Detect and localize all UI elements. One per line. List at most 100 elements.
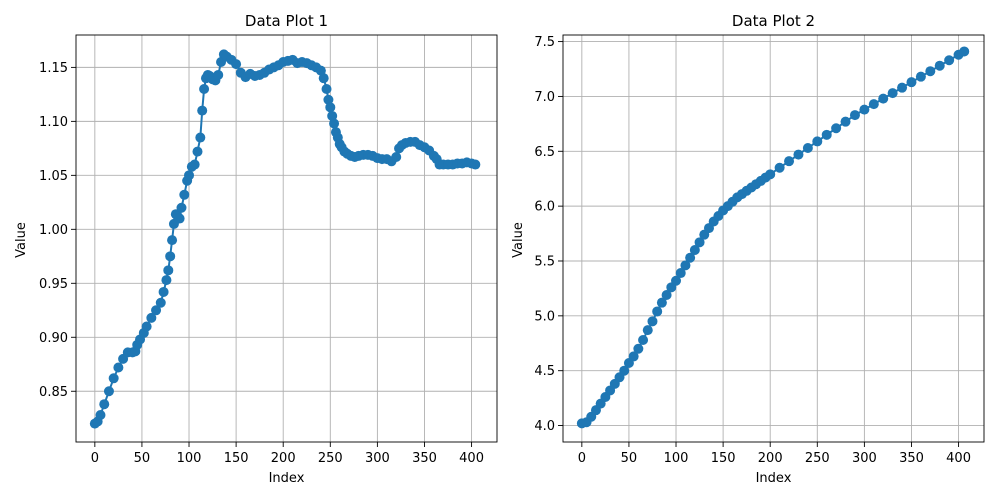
plot-2-data-point <box>793 149 804 160</box>
plot-2-data-point <box>887 88 898 99</box>
plot-1-x-tick-label: 300 <box>365 451 390 466</box>
plot-1-data-point <box>151 305 162 316</box>
plot-1-data-point <box>197 105 208 116</box>
plot-1-data-point <box>95 410 106 421</box>
plot-1-y-tick-label: 0.95 <box>39 277 68 292</box>
plot-1-data-point <box>158 286 169 297</box>
plot-1-series-line <box>94 52 476 425</box>
plot-1-x-tick-label: 200 <box>271 451 296 466</box>
plot-2-data-point <box>878 93 889 104</box>
plot-1-data-point <box>108 373 119 384</box>
plot-1-data-point <box>141 321 152 332</box>
plot-2-data-point <box>680 260 691 271</box>
plot-1-xlabel: Index <box>269 471 305 486</box>
plot-2-data-point <box>849 110 860 121</box>
plot-1-data-point <box>184 170 195 181</box>
plot-2-data-point <box>647 316 658 327</box>
plot-2-data-point <box>915 71 926 82</box>
plot-1-y-tick-label: 1.10 <box>39 115 68 130</box>
plot-2-data-point <box>925 66 936 77</box>
plot-2-grid <box>563 35 984 442</box>
plot-1-data-point <box>161 275 172 286</box>
plot-1-data-point <box>391 151 402 162</box>
plot-2-data-point <box>694 237 705 248</box>
plot-2-y-tick-label: 6.0 <box>534 200 555 215</box>
plot-1-data-point <box>103 386 114 397</box>
plot-2-data-point <box>671 275 682 286</box>
plot-1-data-point <box>315 65 326 76</box>
plot-1-data-point <box>179 189 190 200</box>
plot-2-data-point <box>784 156 795 167</box>
plot-1-frame <box>75 34 498 443</box>
plot-2-data-point <box>802 142 813 153</box>
plot-2-x-tick-label: 50 <box>621 451 638 466</box>
plot-2-data-point <box>628 351 639 362</box>
plot-2-data-point <box>934 60 945 71</box>
plot-1-data-point <box>189 159 200 170</box>
plot-2-data-point <box>656 297 667 308</box>
plot-2-data-point <box>675 268 686 279</box>
plot-1-data-point <box>213 69 224 80</box>
plot-2-y-tick-label: 6.5 <box>534 145 555 160</box>
plot-2-data-point <box>859 104 870 115</box>
plot-2-y-tick-label: 5.0 <box>534 309 555 324</box>
plot-2-x-tick-label: 0 <box>578 451 586 466</box>
plot-2-data-point <box>642 325 653 336</box>
plot-1-data-point <box>192 146 203 157</box>
plot-2-title: Data Plot 2 <box>732 12 815 30</box>
plot-2-y-tick-label: 7.0 <box>534 90 555 105</box>
plot-2-data-point <box>821 129 832 140</box>
plot-2-data-point <box>959 46 970 57</box>
data-plot-1: Data Plot 1 Index Value 0 50 100 150 200 250 3… <box>14 12 498 486</box>
plot-2-data-point <box>689 245 700 256</box>
plot-2-data-point <box>765 169 776 180</box>
plot-1-data-point <box>470 159 481 170</box>
plot-1-y-tick-label: 1.15 <box>39 61 68 76</box>
plot-2-data-point <box>638 334 649 345</box>
plot-1-data-point <box>146 312 157 323</box>
plot-2-data-point <box>774 162 785 173</box>
plot-1-data-point <box>199 83 210 94</box>
plot-1-y-tick-label: 0.90 <box>39 331 68 346</box>
plot-1-x-tick-label: 150 <box>224 451 249 466</box>
plot-1-data-point <box>327 110 338 121</box>
plot-1-x-tick-label: 100 <box>177 451 202 466</box>
plot-1-x-tick-label: 350 <box>412 451 437 466</box>
plot-1-x-tick-label: 50 <box>134 451 151 466</box>
plot-1-x-tick-label: 400 <box>459 451 484 466</box>
plot-1-data-point <box>163 265 174 276</box>
plot-1-data-point <box>155 297 166 308</box>
plot-2-data-point <box>906 77 917 88</box>
plot-1-data-point <box>176 202 187 213</box>
plot-2-data-point <box>831 123 842 134</box>
plot-2-x-tick-label: 150 <box>711 451 736 466</box>
plot-1-data-point <box>165 251 176 262</box>
plot-2-x-tick-label: 400 <box>946 451 971 466</box>
plot-1-data-point <box>195 132 206 143</box>
plot-2-data-point <box>633 343 644 354</box>
plot-2-y-tick-label: 7.5 <box>534 35 555 50</box>
plot-1-y-tick-label: 1.05 <box>39 169 68 184</box>
plot-1-data-point <box>321 83 332 94</box>
plot-2-ylabel: Value <box>511 222 526 258</box>
plot-1-x-tick-label: 250 <box>318 451 343 466</box>
plot-1-data-point <box>231 59 242 70</box>
plot-1-x-tick-label: 0 <box>91 451 99 466</box>
plot-2-x-tick-label: 200 <box>758 451 783 466</box>
plot-2-y-tick-label: 4.5 <box>534 364 555 379</box>
plot-1-data-point <box>99 399 110 410</box>
plot-2-series-line <box>581 50 965 425</box>
plot-1-data-point <box>325 102 336 113</box>
plot-2-data-point <box>812 136 823 147</box>
plot-2-data-point <box>652 306 663 317</box>
plot-2-data-point <box>944 55 955 66</box>
plot-1-data-point <box>329 118 340 129</box>
plot-1-y-tick-label: 0.85 <box>39 385 68 400</box>
plot-1-ylabel: Value <box>14 222 29 258</box>
plot-1-data-point <box>113 362 124 373</box>
plot-2-data-point <box>661 289 672 300</box>
plot-2-x-tick-label: 300 <box>852 451 877 466</box>
plot-2-data-point <box>619 365 630 376</box>
plot-2-data-point <box>685 252 696 263</box>
